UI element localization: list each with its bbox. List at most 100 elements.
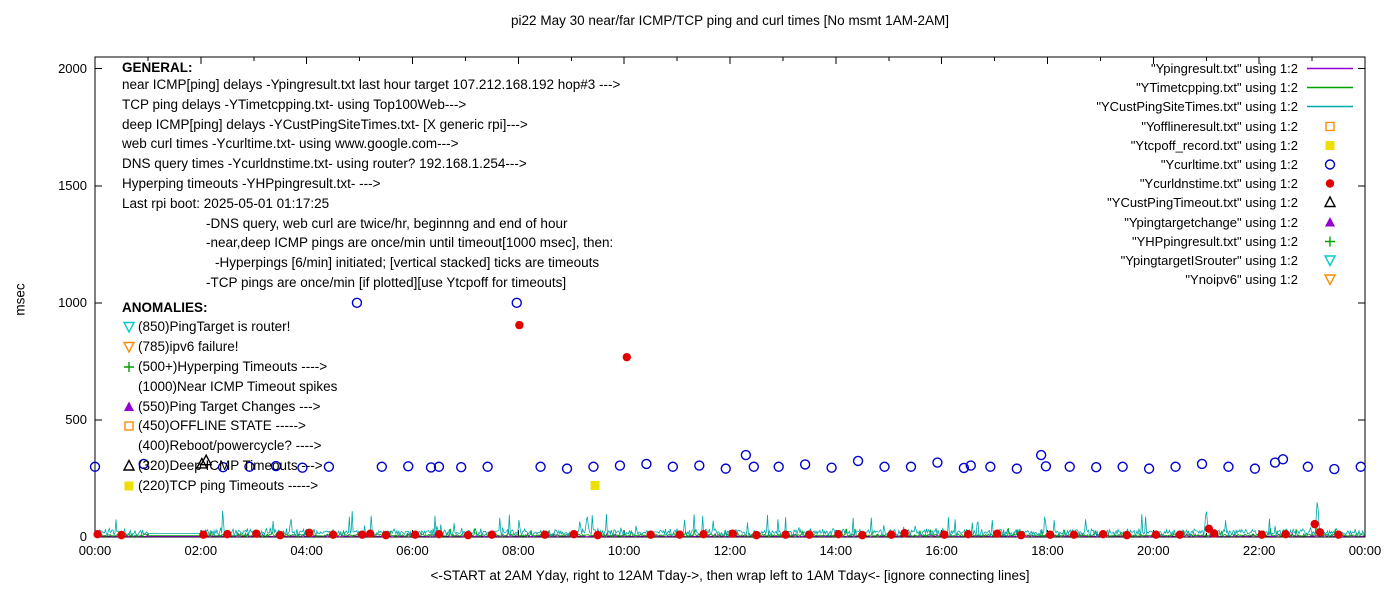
ypingtargetchange-marker-icon	[1325, 216, 1335, 227]
legend-entry-label: "Ypingtargetchange" using 1:2	[1124, 214, 1298, 230]
series-points-ycurltime-txt	[89, 297, 1366, 475]
anomalies-items: (850)PingTarget is router! (785)ipv6 fail…	[122, 317, 337, 495]
series-points-ycustpingtimeout-txt	[195, 453, 213, 469]
anomaly-text: (500+)Hyperping Timeouts ---->	[138, 358, 328, 374]
router-pingtarget-icon	[122, 322, 136, 334]
x-tick-label: 12:00	[713, 543, 747, 558]
anomaly-item: (550)Ping Target Changes --->	[122, 396, 337, 416]
general-annotation-block: GENERAL: near ICMP[ping] delays -Ypingre…	[122, 60, 620, 293]
y-tick-label: 500	[65, 411, 87, 427]
general-line: TCP ping delays -YTimetcpping.txt- using…	[122, 96, 467, 112]
general-line: Last rpi boot: 2025-05-01 01:17:25	[122, 195, 330, 211]
legend-entry-label: "Ycurldnstime.txt" using 1:2	[1139, 176, 1298, 192]
y-tick-label: 1500	[58, 177, 87, 193]
general-line: -Hyperpings [6/min] initiated; [vertical…	[215, 255, 600, 271]
general-heading: GENERAL:	[122, 60, 193, 75]
anomaly-item: (320)Deep ICMP Timeouts --->	[122, 456, 337, 476]
legend-entry: "Ycurltime.txt" using 1:2	[1096, 155, 1358, 174]
ynoipv6-marker-icon	[1323, 274, 1337, 287]
legend-entry: "YCustPingSiteTimes.txt" using 1:2	[1096, 97, 1358, 116]
ypingtargetisrouter-marker-icon	[1323, 255, 1337, 267]
offline-state-icon	[124, 421, 134, 432]
legend-entry-label: "Yofflineresult.txt" using 1:2	[1141, 118, 1298, 134]
legend-entry-label: "YCustPingTimeout.txt" using 1:2	[1107, 195, 1298, 211]
ypingresult-line-icon	[1307, 67, 1353, 70]
ytimetcpping-line-icon	[1307, 86, 1353, 89]
legend-entry: "Ytcpoff_record.txt" using 1:2	[1096, 136, 1358, 155]
x-tick-label: 16:00	[925, 543, 958, 558]
general-line: -TCP pings are once/min [if plotted][use…	[206, 274, 567, 290]
legend-entry: "YpingtargetISrouter" using 1:2	[1096, 251, 1358, 270]
chart-title: pi22 May 30 near/far ICMP/TCP ping and c…	[511, 13, 949, 28]
x-tick-label: 02:00	[184, 543, 218, 558]
legend-entry: "Ypingresult.txt" using 1:2	[1096, 59, 1358, 78]
anomalies-heading: ANOMALIES:	[122, 300, 208, 315]
ycustpingtimeout-marker-icon	[1323, 195, 1337, 208]
x-tick-label: 00:00	[78, 543, 112, 558]
yofflineresult-marker-icon	[1325, 121, 1335, 131]
x-tick-label: 22:00	[1242, 543, 1276, 558]
tcp-ping-timeout-icon	[124, 481, 134, 491]
ycustpingsitetimes-line-icon	[1307, 106, 1353, 108]
general-line: web curl times -Ycurltime.txt- using www…	[122, 136, 459, 152]
y-tick-label: 2000	[58, 60, 87, 76]
legend-entry-label: "Ynoipv6" using 1:2	[1185, 272, 1298, 288]
anomaly-text: (400)Reboot/powercycle? ---->	[138, 438, 322, 454]
hyperping-timeout-icon	[124, 361, 134, 372]
general-line: -DNS query, web curl are twice/hr, begin…	[206, 215, 568, 231]
anomaly-text: (550)Ping Target Changes --->	[138, 398, 321, 414]
legend-entry: "Ynoipv6" using 1:2	[1096, 270, 1358, 289]
deep-icmp-timeout-icon	[122, 458, 136, 471]
x-tick-label: 18:00	[1031, 543, 1064, 558]
anomaly-item: (785)ipv6 failure!	[122, 337, 337, 357]
anomaly-item: (500+)Hyperping Timeouts ---->	[122, 357, 337, 377]
anomaly-text: (450)OFFLINE STATE ----->	[138, 418, 306, 434]
general-line: Hyperping timeouts -YHPpingresult.txt- -…	[122, 175, 381, 191]
legend-entry-label: "Ypingresult.txt" using 1:2	[1150, 61, 1298, 77]
reboot-icon	[122, 438, 138, 453]
anomalies-annotation-block: ANOMALIES: (850)PingTarget is router! (78…	[122, 300, 337, 495]
anomaly-text: (850)PingTarget is router!	[138, 319, 291, 335]
general-line: near ICMP[ping] delays -Ypingresult.txt …	[122, 77, 621, 92]
legend-entry-label: "YTimetcpping.txt" using 1:2	[1136, 80, 1298, 96]
legend-entry-label: "YHPpingresult.txt" using 1:2	[1131, 233, 1298, 249]
legend: "Ypingresult.txt" using 1:2 "YTimetcpping…	[1096, 59, 1358, 289]
general-line: -near,deep ICMP pings are once/min until…	[206, 235, 614, 251]
legend-entry: "Ycurldnstime.txt" using 1:2	[1096, 174, 1358, 193]
series-points-ycurldnstime-txt	[93, 320, 1343, 540]
x-tick-label: 10:00	[607, 543, 641, 558]
general-line: deep ICMP[ping] delays -YCustPingSiteTim…	[122, 116, 528, 132]
anomaly-text: (1000)Near ICMP Timeout spikes	[138, 378, 338, 394]
legend-entry-label: "YpingtargetISrouter" using 1:2	[1120, 252, 1298, 268]
series-points-ytcpoff_record-txt	[590, 480, 600, 490]
legend-entry: "Ypingtargetchange" using 1:2	[1096, 213, 1358, 232]
x-tick-label: 08:00	[502, 543, 535, 558]
ytcpoff-record-marker-icon	[1325, 140, 1335, 150]
x-tick-label: 00:00	[1348, 543, 1382, 558]
general-lines: near ICMP[ping] delays -Ypingresult.txt …	[122, 75, 620, 293]
y-tick-label: 0	[79, 529, 87, 544]
legend-entry: "YCustPingTimeout.txt" using 1:2	[1096, 193, 1358, 212]
legend-entry: "Yofflineresult.txt" using 1:2	[1096, 117, 1358, 136]
anomaly-item: (1000)Near ICMP Timeout spikes	[122, 376, 337, 396]
x-tick-label: 04:00	[290, 543, 323, 558]
anomaly-text: (785)ipv6 failure!	[138, 339, 239, 355]
x-tick-label: 06:00	[396, 543, 429, 558]
x-tick-label: 14:00	[819, 543, 853, 558]
legend-entry-label: "Ycurltime.txt" using 1:2	[1160, 157, 1298, 173]
anomaly-text: (320)Deep ICMP Timeouts --->	[138, 457, 323, 473]
x-tick-label: 20:00	[1137, 543, 1170, 558]
legend-entry-label: "YCustPingSiteTimes.txt" using 1:2	[1096, 99, 1298, 115]
ping-target-change-icon	[124, 401, 134, 411]
anomaly-text: (220)TCP ping Timeouts ----->	[138, 477, 319, 493]
anomaly-item: (850)PingTarget is router!	[122, 317, 337, 337]
near-icmp-timeout-icon	[122, 379, 138, 394]
anomaly-item: (400)Reboot/powercycle? ---->	[122, 436, 337, 456]
legend-entry: "YHPpingresult.txt" using 1:2	[1096, 232, 1358, 251]
legend-entry: "YTimetcpping.txt" using 1:2	[1096, 78, 1358, 97]
ycurldnstime-marker-icon	[1325, 179, 1335, 188]
general-line: DNS query times -Ycurldnstime.txt- using…	[122, 156, 527, 172]
ipv6-failure-icon	[122, 341, 136, 354]
